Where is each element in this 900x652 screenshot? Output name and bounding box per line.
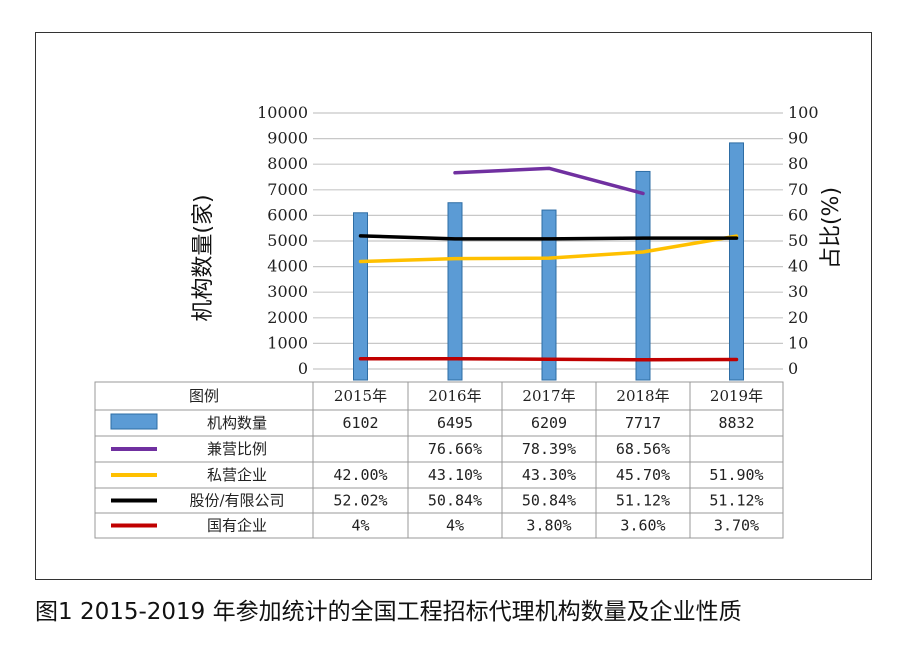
data-label: 42.00% [333, 466, 387, 484]
y-tick-left: 8000 [267, 154, 308, 173]
data-label: 43.10% [428, 466, 482, 484]
x-tick-label: 2015年 [334, 387, 387, 405]
legend-header: 图例 [189, 387, 219, 405]
legend-label: 股份/有限公司 [189, 492, 284, 510]
legend-label: 国有企业 [207, 517, 267, 535]
data-label: 4% [446, 517, 464, 535]
x-tick-label: 2018年 [616, 387, 669, 405]
bar [447, 202, 463, 381]
data-label: 51.90% [709, 466, 763, 484]
data-label: 43.30% [522, 466, 576, 484]
y-tick-left: 1000 [267, 333, 308, 352]
data-label: 76.66% [428, 440, 482, 458]
y-tick-right: 10 [788, 333, 808, 352]
y-tick-left: 6000 [267, 205, 308, 224]
data-label: 3.70% [714, 517, 759, 535]
y-tick-left: 2000 [267, 308, 308, 327]
x-tick-label: 2017年 [522, 387, 575, 405]
y-tick-left: 3000 [267, 282, 308, 301]
data-label: 50.84% [522, 492, 576, 510]
y-tick-left: 10000 [257, 103, 308, 122]
data-label: 6209 [531, 414, 567, 432]
data-label: 68.56% [616, 440, 670, 458]
y-tick-right: 30 [788, 282, 808, 301]
data-label: 7717 [625, 414, 661, 432]
table-row [94, 512, 784, 539]
data-label: 3.60% [620, 517, 665, 535]
bar [729, 142, 744, 381]
y-tick-right: 80 [788, 154, 808, 173]
data-label: 51.12% [616, 492, 670, 510]
data-label: 78.39% [522, 440, 576, 458]
legend-label: 机构数量 [207, 414, 267, 432]
chart-canvas: 0100020003000400050006000700080009000100… [94, 103, 844, 539]
data-label: 3.80% [526, 517, 571, 535]
bar-layer [353, 142, 744, 381]
x-tick-label: 2016年 [428, 387, 481, 405]
series-line [358, 234, 739, 264]
grid-layer [313, 112, 783, 370]
bar [541, 209, 557, 381]
chart-frame [35, 32, 872, 580]
legend-label: 私营企业 [207, 466, 267, 484]
series-line [358, 234, 739, 241]
legend-swatch-bar [110, 413, 158, 430]
y-tick-left: 4000 [267, 257, 308, 276]
data-label: 4% [351, 517, 369, 535]
figure-caption: 图1 2015-2019 年参加统计的全国工程招标代理机构数量及企业性质 [35, 599, 742, 625]
data-label: 52.02% [333, 492, 387, 510]
data-label: 45.70% [616, 466, 670, 484]
data-label: 6102 [342, 414, 378, 432]
y-tick-right: 40 [788, 257, 808, 276]
series-line [453, 166, 645, 196]
bar [635, 170, 651, 381]
y-tick-left: 9000 [267, 129, 308, 148]
tick-layer: 0100020003000400050006000700080009000100… [257, 103, 818, 378]
legend-label: 兼营比例 [207, 440, 267, 458]
y-tick-right: 90 [788, 129, 808, 148]
y-axis-title-right: 占比(%) [819, 187, 844, 269]
bar [353, 212, 368, 381]
y-tick-right: 50 [788, 231, 808, 250]
line-layer [358, 166, 739, 362]
y-tick-right: 100 [788, 103, 819, 122]
y-tick-right: 0 [788, 359, 798, 378]
data-label: 8832 [718, 414, 754, 432]
y-axis-title-left: 机构数量(家) [191, 194, 216, 321]
y-tick-left: 0 [298, 359, 308, 378]
data-label: 6495 [437, 414, 473, 432]
y-tick-right: 20 [788, 308, 808, 327]
series-line [358, 357, 739, 362]
y-tick-right: 60 [788, 205, 808, 224]
data-label: 50.84% [428, 492, 482, 510]
y-tick-left: 7000 [267, 180, 308, 199]
x-tick-label: 2019年 [710, 387, 763, 405]
y-tick-left: 5000 [267, 231, 308, 250]
y-tick-right: 70 [788, 180, 808, 199]
data-label: 51.12% [709, 492, 763, 510]
